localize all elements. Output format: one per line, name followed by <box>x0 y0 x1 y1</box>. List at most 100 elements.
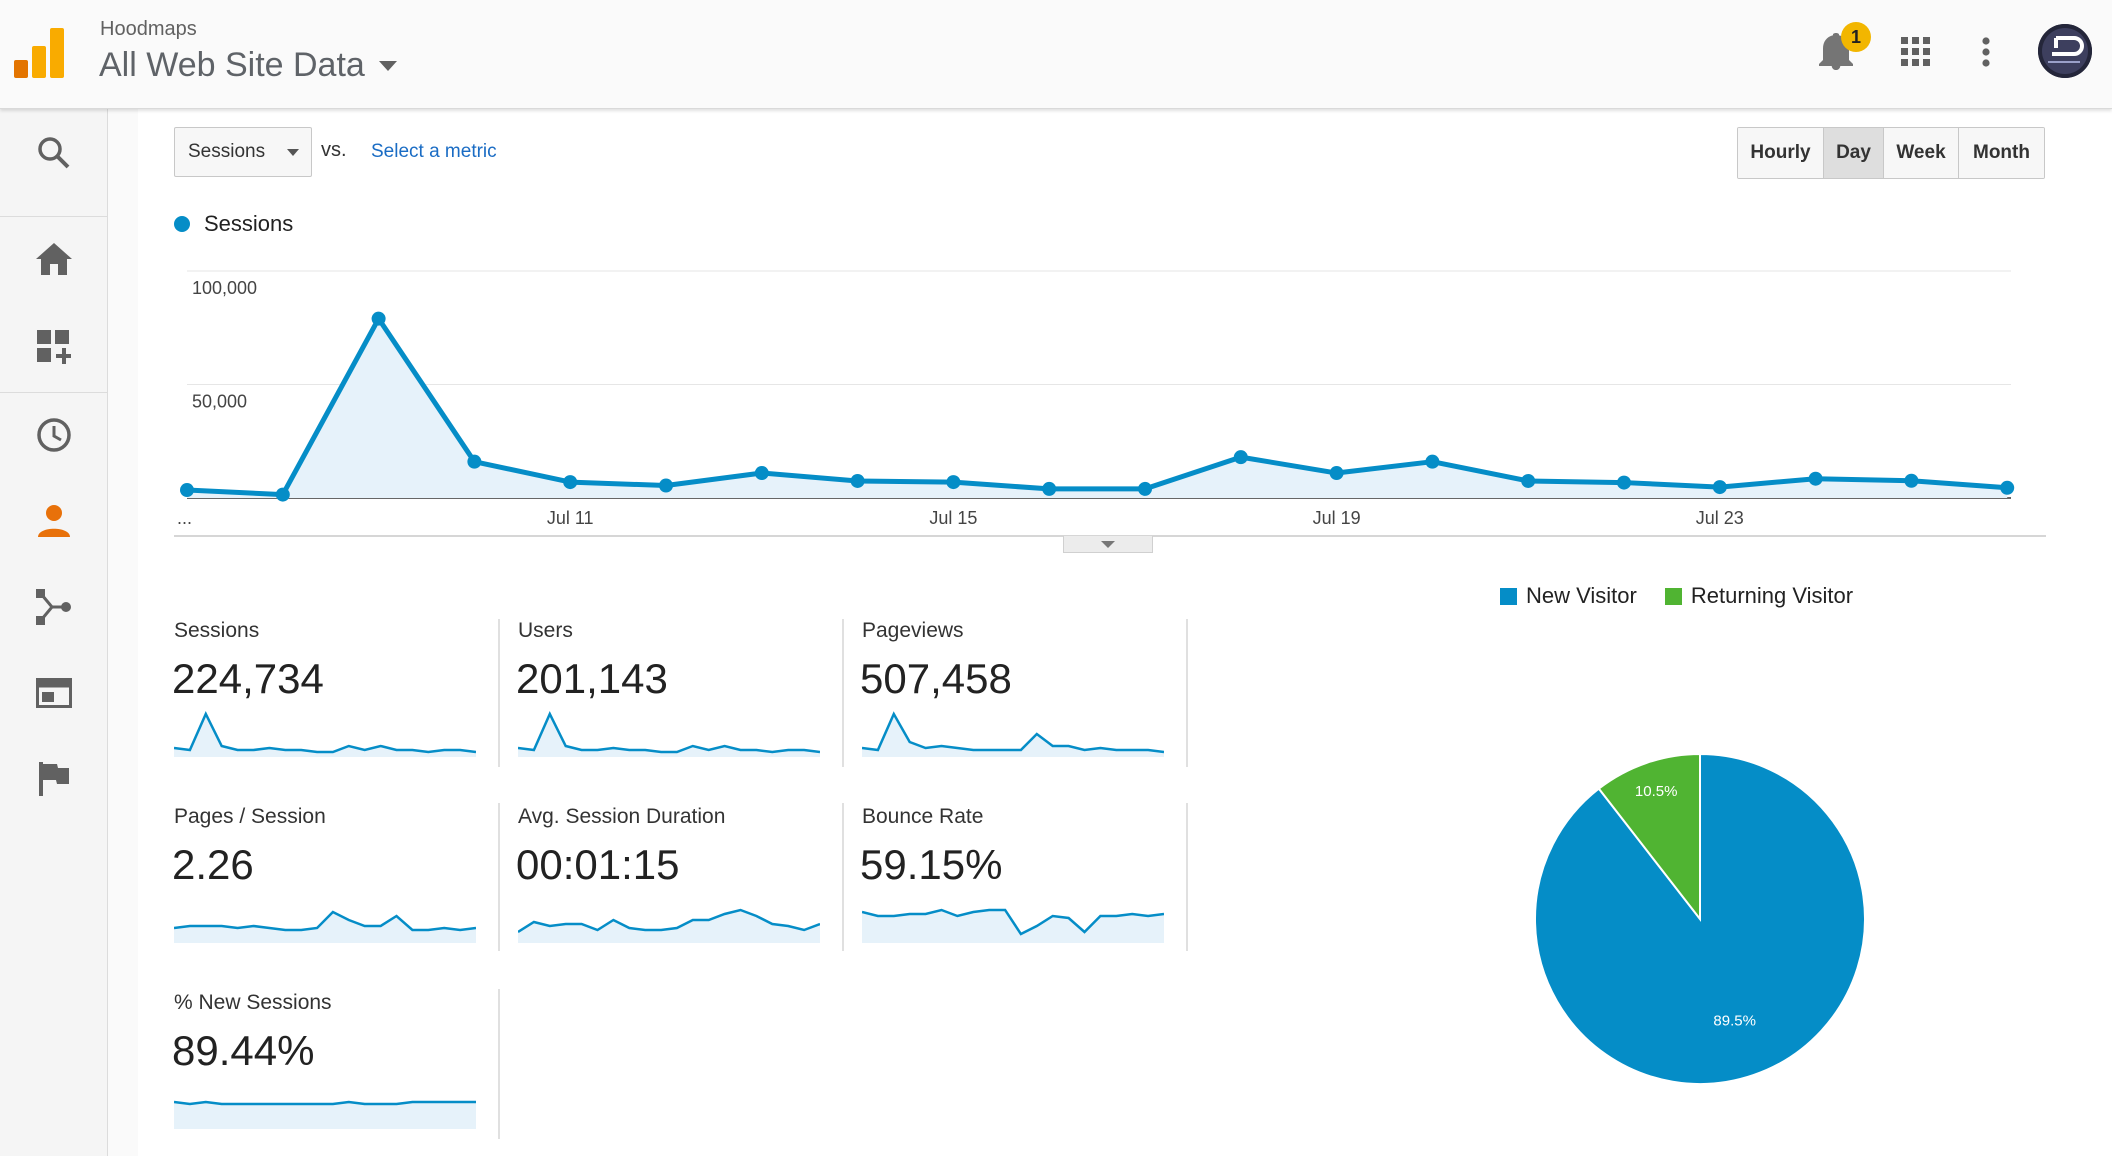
scorecard-sessions[interactable]: Sessions 224,734 <box>138 619 476 759</box>
sidebar-item-home[interactable] <box>0 219 107 299</box>
sparkline-fill <box>174 912 476 943</box>
legend-label-returning-visitor: Returning Visitor <box>1690 583 1854 608</box>
scorecard-label: Bounce Rate <box>862 805 984 828</box>
card-separator <box>498 989 500 1139</box>
scorecard-bounce-rate[interactable]: Bounce Rate 59.15% <box>826 805 1164 945</box>
card-separator <box>1186 803 1188 951</box>
chart-legend[interactable]: Sessions <box>174 211 293 237</box>
sessions-point[interactable] <box>1042 481 1057 496</box>
apps-grid-button[interactable] <box>1888 24 1944 80</box>
chevron-down-icon <box>378 60 397 71</box>
scorecard-label: Pages / Session <box>174 805 326 828</box>
sessions-point[interactable] <box>1904 473 1919 488</box>
more-options-button[interactable] <box>1958 24 2014 80</box>
scorecard-avg-session-duration[interactable]: Avg. Session Duration 00:01:15 <box>482 805 820 945</box>
x-tick-label: ... <box>177 508 192 528</box>
account-name: Hoodmaps <box>100 18 197 40</box>
sparkline-fill <box>174 1102 476 1129</box>
sparkline <box>518 908 820 943</box>
scorecard-pages-session[interactable]: Pages / Session 2.26 <box>138 805 476 945</box>
sparkline <box>174 711 476 757</box>
property-view-name: All Web Site Data <box>99 46 365 84</box>
sidebar-item-customization[interactable] <box>0 307 107 387</box>
sidebar-item-acquisition[interactable] <box>0 567 107 647</box>
sessions-point[interactable] <box>1233 450 1248 465</box>
sparkline-line <box>174 1100 476 1106</box>
sparkline <box>862 711 1164 757</box>
sessions-point[interactable] <box>1521 473 1536 488</box>
card-separator <box>498 803 500 951</box>
audience-person-icon <box>37 505 70 537</box>
sessions-line <box>186 316 2008 498</box>
sessions-point[interactable] <box>1617 475 1631 490</box>
x-tick-label: Jul 19 <box>1313 508 1361 528</box>
sessions-point[interactable] <box>1329 466 1344 481</box>
avatar[interactable] <box>2038 24 2092 78</box>
sessions-point[interactable] <box>1808 471 1823 486</box>
sessions-point[interactable] <box>275 487 290 502</box>
sessions-point[interactable] <box>371 311 386 326</box>
scorecard-label: Users <box>518 619 573 642</box>
sparkline-line <box>518 908 820 934</box>
sessions-point[interactable] <box>563 475 578 490</box>
sidebar-item-behavior[interactable] <box>0 653 107 733</box>
scorecard-users[interactable]: Users 201,143 <box>482 619 820 759</box>
sparkline-line <box>174 711 476 754</box>
legend-label-sessions: Sessions <box>204 211 294 236</box>
sessions-point[interactable] <box>946 475 961 490</box>
pie-slice-returning-visitor[interactable] <box>1597 752 1701 922</box>
analytics-logo[interactable] <box>14 28 66 78</box>
chart-collapse-toggle[interactable] <box>1063 536 1153 553</box>
period-day-button[interactable]: Day <box>1824 128 1884 178</box>
pie-slice-new-visitor[interactable] <box>1533 752 1866 1085</box>
scorecard-value: 89.44% <box>172 1027 315 1074</box>
sidebar-item-realtime[interactable] <box>0 395 107 475</box>
sessions-point[interactable] <box>1425 454 1440 469</box>
scorecard-pageviews[interactable]: Pageviews 507,458 <box>826 619 1164 759</box>
period-week-button[interactable]: Week <box>1884 128 1959 178</box>
more-vert-icon <box>1982 37 1990 67</box>
sessions-point[interactable] <box>659 478 673 493</box>
realtime-clock-icon <box>36 418 71 452</box>
vs-label: vs. <box>321 139 347 161</box>
card-separator <box>842 619 844 767</box>
sparkline-line <box>518 711 820 754</box>
select-compare-metric-link[interactable]: Select a metric <box>371 141 497 162</box>
card-separator <box>498 619 500 767</box>
sessions-area-fill <box>187 318 2008 498</box>
scorecard-value: 00:01:15 <box>516 841 680 888</box>
top-app-bar: Hoodmaps All Web Site Data 1 <box>0 0 2112 109</box>
card-separator <box>842 803 844 951</box>
property-view-selector[interactable]: All Web Site Data <box>99 46 397 85</box>
metric-dropdown[interactable]: Sessions <box>174 127 312 177</box>
sessions-point[interactable] <box>467 454 482 469</box>
sessions-point[interactable] <box>180 483 194 498</box>
period-hourly-button[interactable]: Hourly <box>1738 128 1824 178</box>
sessions-point[interactable] <box>1712 480 1727 495</box>
sidebar-item-search[interactable] <box>0 113 107 193</box>
scorecard-label: % New Sessions <box>174 991 332 1014</box>
sessions-point[interactable] <box>2000 480 2015 495</box>
sessions-point[interactable] <box>754 466 769 481</box>
pie-value-label: 10.5% <box>1635 783 1678 800</box>
sidebar-item-conversions[interactable] <box>0 739 107 819</box>
scorecard-value: 2.26 <box>172 841 254 888</box>
y-tick-label: 50,000 <box>192 392 247 412</box>
sparkline-line <box>862 711 1164 754</box>
sidebar-item-audience[interactable] <box>0 481 107 561</box>
sparkline-fill <box>862 910 1164 943</box>
legend-label-new-visitor: New Visitor <box>1526 583 1637 608</box>
sessions-point[interactable] <box>1138 481 1152 496</box>
sparkline-fill <box>518 910 820 943</box>
pie-legend: New Visitor Returning Visitor <box>1500 583 1881 609</box>
sparkline <box>862 908 1164 943</box>
scorecard-label: Avg. Session Duration <box>518 805 726 828</box>
sparkline <box>174 1100 476 1129</box>
legend-item-returning-visitor[interactable]: Returning Visitor <box>1664 583 1854 609</box>
sessions-point[interactable] <box>850 473 865 488</box>
period-month-button[interactable]: Month <box>1959 128 2044 178</box>
scorecard-new-sessions[interactable]: % New Sessions 89.44% <box>138 991 476 1131</box>
customization-icon <box>36 330 71 364</box>
scorecard-value: 59.15% <box>860 841 1003 888</box>
legend-item-new-visitor[interactable]: New Visitor <box>1500 583 1637 609</box>
